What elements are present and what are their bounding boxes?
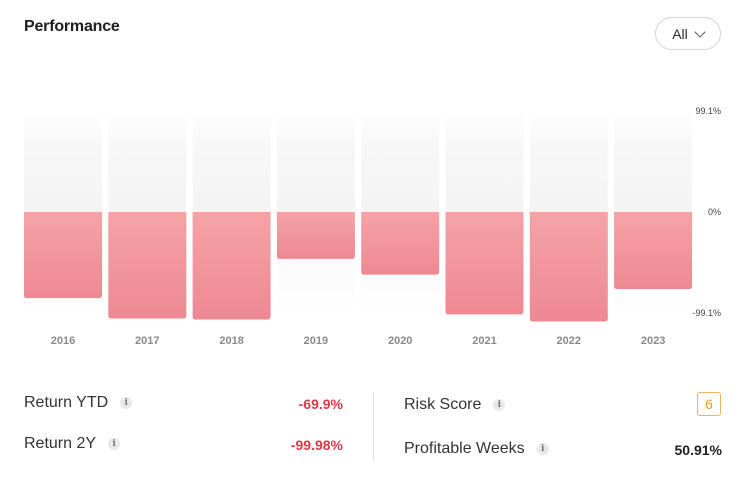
x-tick-label: 2020 bbox=[388, 335, 412, 347]
info-icon[interactable]: i bbox=[493, 399, 506, 411]
return-2y-text: Return 2Y bbox=[24, 435, 97, 452]
x-tick-label: 2017 bbox=[135, 335, 159, 347]
bar-track-2023 bbox=[614, 111, 693, 212]
profitable-weeks-text: Profitable Weeks bbox=[404, 440, 525, 457]
bar-track-2019 bbox=[276, 111, 355, 212]
period-filter-dropdown[interactable]: All bbox=[655, 17, 721, 50]
page-title: Performance bbox=[24, 18, 120, 35]
bar-2022[interactable] bbox=[529, 212, 608, 322]
return-ytd-label: Return YTD i bbox=[24, 394, 133, 412]
info-icon[interactable]: i bbox=[120, 397, 133, 409]
y-tick-label: 0% bbox=[708, 207, 721, 217]
bar-track-2016 bbox=[24, 111, 102, 212]
performance-chart: 2016 2017 2018 2019 2020 2021 2022 2023 99.1% 0%… bbox=[24, 106, 721, 347]
bar-2017[interactable] bbox=[108, 212, 187, 319]
x-tick-label: 2019 bbox=[304, 335, 328, 347]
bar-2023[interactable] bbox=[614, 212, 693, 289]
bar-track-2017 bbox=[108, 111, 187, 212]
return-2y-value: -99.98% bbox=[290, 437, 343, 453]
bar-2021[interactable] bbox=[445, 212, 524, 315]
bar-track-2022 bbox=[529, 111, 608, 212]
info-icon[interactable]: i bbox=[536, 443, 549, 455]
profitable-weeks-label: Profitable Weeks i bbox=[404, 440, 549, 458]
info-icon[interactable]: i bbox=[108, 438, 121, 450]
bar-2020[interactable] bbox=[361, 212, 440, 275]
bar-track-2020 bbox=[361, 111, 440, 212]
return-ytd-text: Return YTD bbox=[24, 394, 109, 411]
risk-score-text: Risk Score bbox=[404, 396, 482, 413]
bar-track-2018 bbox=[192, 111, 271, 212]
return-ytd-value: -69.9% bbox=[298, 396, 343, 412]
bar-2019[interactable] bbox=[276, 212, 355, 259]
bar-2018[interactable] bbox=[192, 212, 271, 320]
stats-divider bbox=[373, 392, 374, 460]
y-tick-label: -99.1% bbox=[692, 308, 721, 318]
risk-score-badge: 6 bbox=[697, 392, 721, 416]
y-tick-label: 99.1% bbox=[695, 106, 721, 116]
x-tick-label: 2021 bbox=[472, 335, 496, 347]
risk-score-label: Risk Score i bbox=[404, 396, 506, 414]
x-tick-label: 2018 bbox=[219, 335, 243, 347]
bar-track-2021 bbox=[445, 111, 524, 212]
bar-2016[interactable] bbox=[24, 212, 102, 299]
x-tick-label: 2016 bbox=[51, 335, 75, 347]
x-tick-label: 2023 bbox=[641, 335, 665, 347]
return-2y-label: Return 2Y i bbox=[24, 435, 121, 453]
period-filter-value: All bbox=[672, 25, 688, 42]
x-tick-label: 2022 bbox=[557, 335, 581, 347]
profitable-weeks-value: 50.91% bbox=[674, 442, 722, 458]
